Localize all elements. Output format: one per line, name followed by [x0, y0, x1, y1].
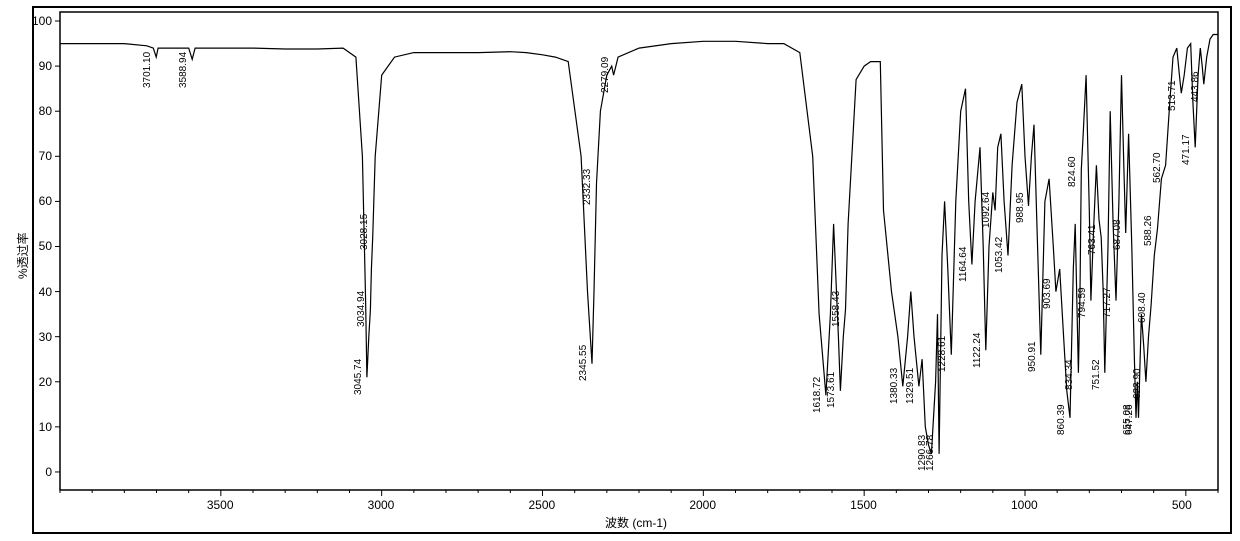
- peak-label: 513.71: [1167, 80, 1178, 111]
- y-tick-label: 100: [32, 14, 52, 28]
- y-tick-label: 30: [39, 330, 52, 344]
- peak-label: 1266.78: [925, 435, 936, 471]
- peak-label: 1558.43: [831, 291, 842, 327]
- peak-label: 1122.24: [972, 332, 983, 367]
- peak-label: 1164.64: [958, 247, 969, 282]
- y-tick-label: 40: [39, 285, 52, 299]
- peak-label: 562.70: [1152, 152, 1163, 183]
- peak-label: 860.39: [1056, 405, 1067, 436]
- spectrum-line: [60, 35, 1218, 454]
- peak-label: 588.26: [1143, 215, 1154, 246]
- peak-label: 1573.61: [826, 372, 837, 408]
- y-tick-label: 50: [39, 239, 52, 253]
- y-tick-label: 20: [39, 375, 52, 389]
- peak-label: 1618.72: [812, 377, 823, 413]
- peak-label: 3588.94: [178, 52, 189, 88]
- x-tick-label: 1000: [1011, 498, 1038, 512]
- peak-label: 608.40: [1137, 292, 1148, 323]
- peak-label: 2332.33: [582, 169, 593, 205]
- peak-label: 687.08: [1112, 220, 1123, 251]
- peak-label: 903.69: [1042, 279, 1053, 310]
- peak-label: 647.26: [1124, 405, 1135, 436]
- y-tick-label: 10: [39, 420, 52, 434]
- peak-label: 623.90: [1132, 369, 1143, 400]
- peak-label: 3028.15: [359, 214, 370, 250]
- peak-label: 1228.61: [937, 336, 948, 372]
- y-tick-label: 70: [39, 149, 52, 163]
- x-tick-label: 500: [1172, 498, 1192, 512]
- peak-label: 3701.10: [142, 52, 153, 88]
- peak-label: 751.52: [1091, 360, 1102, 391]
- peak-label: 1329.51: [905, 368, 916, 404]
- peak-label: 443.86: [1190, 71, 1201, 102]
- y-tick-label: 0: [45, 465, 52, 479]
- x-tick-label: 3500: [207, 498, 234, 512]
- peak-label: 2279.09: [600, 56, 611, 92]
- x-axis-title: 波数 (cm-1): [605, 514, 667, 531]
- peak-label: 3034.94: [356, 291, 367, 327]
- y-tick-label: 90: [39, 59, 52, 73]
- y-tick-label: 80: [39, 104, 52, 118]
- y-axis-title: %透过率: [14, 232, 31, 279]
- x-tick-label: 3000: [368, 498, 395, 512]
- peak-label: 471.17: [1181, 134, 1192, 165]
- peak-label: 717.27: [1102, 288, 1113, 319]
- peak-label: 988.95: [1015, 193, 1026, 224]
- x-tick-label: 2000: [689, 498, 716, 512]
- y-tick-label: 60: [39, 194, 52, 208]
- peak-label: 834.34: [1064, 360, 1075, 391]
- peak-label: 1380.33: [889, 368, 900, 404]
- peak-label: 824.60: [1067, 157, 1078, 188]
- peak-label: 1053.42: [994, 237, 1005, 273]
- peak-label: 763.41: [1087, 224, 1098, 255]
- peak-label: 794.59: [1077, 288, 1088, 319]
- x-tick-label: 1500: [850, 498, 877, 512]
- peak-label: 3045.74: [353, 359, 364, 395]
- peak-label: 1092.64: [981, 192, 992, 228]
- peak-label: 950.91: [1027, 342, 1038, 373]
- x-tick-label: 2500: [529, 498, 556, 512]
- peak-label: 2345.55: [578, 345, 589, 381]
